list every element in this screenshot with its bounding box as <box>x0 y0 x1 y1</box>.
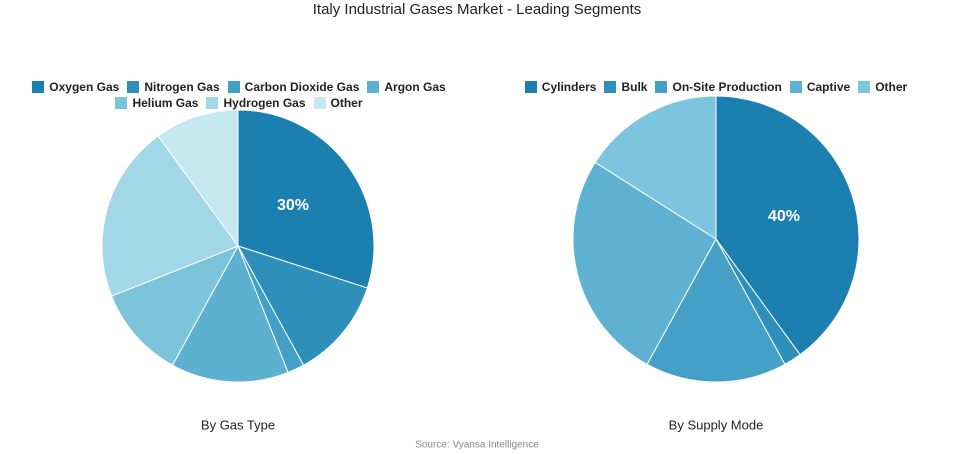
pie-slice <box>236 245 368 366</box>
legend-swatch <box>227 81 240 93</box>
legend-swatch <box>604 81 617 93</box>
legend-label: Oxygen Gas <box>49 80 120 94</box>
legend-swatch <box>789 81 802 93</box>
data-label: 40% <box>768 208 800 225</box>
legend-label: Argon Gas <box>384 80 446 94</box>
legend-swatch <box>32 81 45 93</box>
pie-slice <box>646 237 786 383</box>
source: Source: Vyansa Intelligence <box>415 440 539 451</box>
pie-slice <box>171 244 289 383</box>
data-label: 30% <box>277 197 309 214</box>
legend-label: Other <box>875 80 908 94</box>
legend-swatch <box>858 81 871 93</box>
legend: Oxygen Gas Nitrogen Gas Carbon Dioxide Gas… <box>0 80 478 110</box>
legend-label: Cylinders <box>541 80 597 94</box>
legend-label: Captive <box>806 80 851 94</box>
legend-item: Other <box>858 80 907 94</box>
pie-slice <box>110 245 240 366</box>
legend-item: Captive <box>789 80 851 94</box>
legend-label: Bulk <box>621 80 648 94</box>
legend-label: Other <box>330 96 363 110</box>
legend-swatch <box>655 81 668 93</box>
legend-item: Oxygen Gas <box>32 80 119 94</box>
chart-title: Italy Industrial Gases Market - Leading … <box>313 1 642 18</box>
legend: Cylinders Bulk On-Site Production Captive Ot… <box>520 80 912 94</box>
pie-slice <box>101 135 239 297</box>
legend-item: Other <box>313 96 363 110</box>
legend-label: On-Site Production <box>672 80 782 94</box>
legend-item: Hydrogen Gas <box>206 96 306 110</box>
chart-subtitle: By Gas Type <box>201 417 275 432</box>
legend-label: Helium Gas <box>132 96 199 110</box>
legend-swatch <box>313 97 326 109</box>
legend-label: Carbon Dioxide Gas <box>244 80 360 94</box>
legend-swatch <box>524 81 537 93</box>
legend-swatch <box>367 81 380 93</box>
legend-swatch <box>206 97 219 109</box>
pie-slice <box>237 109 375 289</box>
pie-slice <box>715 95 860 356</box>
legend-item: Argon Gas <box>367 80 446 94</box>
legend-item: Cylinders <box>524 80 597 94</box>
pie-slice <box>594 95 717 240</box>
legend-item: Nitrogen Gas <box>127 80 220 94</box>
legend-swatch <box>115 97 128 109</box>
legend-item: Bulk <box>604 80 647 94</box>
legend-label: Nitrogen Gas <box>144 80 220 94</box>
legend-label: Hydrogen Gas <box>223 96 306 110</box>
legend-item: Helium Gas <box>115 96 198 110</box>
pie-slice <box>572 161 717 365</box>
pie-slice <box>157 109 239 248</box>
legend-item: On-Site Production <box>655 80 782 94</box>
chart-subtitle: By Supply Mode <box>669 417 764 432</box>
legend-swatch <box>127 81 140 93</box>
legend-item: Carbon Dioxide Gas <box>227 80 360 94</box>
